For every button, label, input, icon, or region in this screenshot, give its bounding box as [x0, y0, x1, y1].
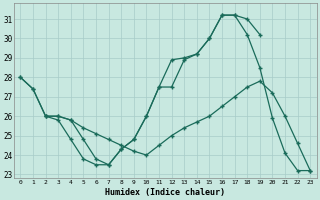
X-axis label: Humidex (Indice chaleur): Humidex (Indice chaleur) [105, 188, 225, 197]
